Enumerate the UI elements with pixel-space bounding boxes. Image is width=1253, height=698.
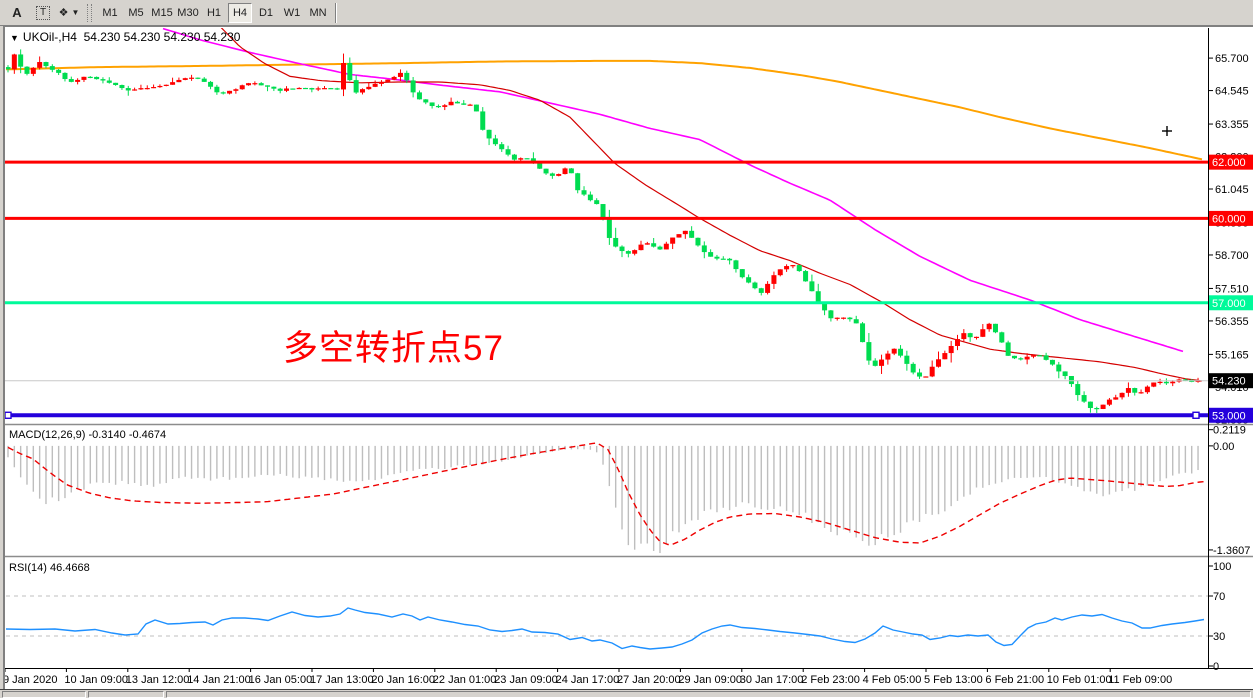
svg-text:57.000: 57.000 bbox=[1212, 298, 1246, 310]
timeframe-m15-button[interactable]: M15 bbox=[150, 3, 174, 23]
svg-text:16 Jan 05:00: 16 Jan 05:00 bbox=[249, 674, 313, 686]
objects-icon: ❖ bbox=[58, 7, 69, 19]
svg-text:6 Feb 21:00: 6 Feb 21:00 bbox=[985, 674, 1044, 686]
chart-window[interactable]: 65.70064.54563.35562.20061.04559.85558.7… bbox=[0, 26, 1253, 698]
timeframe-h4-button[interactable]: H4 bbox=[228, 2, 252, 23]
status-segment bbox=[166, 691, 1251, 698]
status-segment bbox=[2, 691, 86, 698]
svg-text:0: 0 bbox=[1213, 661, 1219, 673]
pane-frame-layer bbox=[0, 26, 1253, 669]
timeframe-w1-button[interactable]: W1 bbox=[280, 3, 304, 23]
status-segment bbox=[88, 691, 164, 698]
toolbar-separator bbox=[335, 2, 336, 23]
svg-text:0.2119: 0.2119 bbox=[1213, 425, 1246, 437]
svg-text:10 Feb 01:00: 10 Feb 01:00 bbox=[1047, 674, 1112, 686]
timeframe-m1-button[interactable]: M1 bbox=[98, 3, 122, 23]
svg-text:5 Feb 13:00: 5 Feb 13:00 bbox=[924, 674, 983, 686]
window-left-edge[interactable] bbox=[0, 26, 5, 698]
svg-text:62.000: 62.000 bbox=[1212, 157, 1246, 169]
svg-text:30: 30 bbox=[1213, 631, 1225, 643]
text-label-tool-button[interactable]: T bbox=[31, 3, 55, 23]
svg-text:100: 100 bbox=[1213, 561, 1231, 573]
svg-text:0.00: 0.00 bbox=[1213, 441, 1234, 453]
top-toolbar: A T ❖ ▼ M1 M5 M15 M30 H1 H4 D1 W1 MN bbox=[0, 0, 1253, 26]
svg-text:10 Jan 09:00: 10 Jan 09:00 bbox=[64, 674, 128, 686]
svg-text:13 Jan 12:00: 13 Jan 12:00 bbox=[126, 674, 190, 686]
chevron-down-icon: ▼ bbox=[71, 8, 80, 17]
svg-text:63.355: 63.355 bbox=[1215, 119, 1249, 131]
svg-text:2 Feb 23:00: 2 Feb 23:00 bbox=[801, 674, 860, 686]
svg-text:23 Jan 09:00: 23 Jan 09:00 bbox=[494, 674, 558, 686]
candles-layer bbox=[6, 49, 1201, 413]
svg-text:65.700: 65.700 bbox=[1215, 53, 1249, 65]
grid-layer bbox=[6, 595, 1208, 637]
svg-text:14 Jan 21:00: 14 Jan 21:00 bbox=[187, 674, 251, 686]
rsi-layer bbox=[5, 607, 1205, 650]
svg-text:29 Jan 09:00: 29 Jan 09:00 bbox=[678, 674, 742, 686]
svg-text:53.000: 53.000 bbox=[1212, 410, 1246, 422]
svg-text:4 Feb 05:00: 4 Feb 05:00 bbox=[863, 674, 922, 686]
svg-text:24 Jan 17:00: 24 Jan 17:00 bbox=[556, 674, 620, 686]
horizontal-level-lines-layer[interactable] bbox=[2, 160, 1208, 419]
svg-text:60.000: 60.000 bbox=[1212, 213, 1246, 225]
svg-text:58.700: 58.700 bbox=[1215, 250, 1249, 262]
font-tool-button[interactable]: A bbox=[5, 3, 29, 23]
timeframe-mn-button[interactable]: MN bbox=[306, 3, 330, 23]
chart-plot[interactable]: 65.70064.54563.35562.20061.04559.85558.7… bbox=[0, 26, 1253, 698]
svg-text:22 Jan 01:00: 22 Jan 01:00 bbox=[433, 674, 497, 686]
svg-text:11 Feb 09:00: 11 Feb 09:00 bbox=[1108, 674, 1172, 686]
objects-tool-button[interactable]: ❖ ▼ bbox=[57, 3, 81, 23]
svg-text:55.165: 55.165 bbox=[1215, 349, 1249, 361]
svg-text:17 Jan 13:00: 17 Jan 13:00 bbox=[310, 674, 374, 686]
svg-text:27 Jan 20:00: 27 Jan 20:00 bbox=[617, 674, 681, 686]
svg-text:64.545: 64.545 bbox=[1215, 86, 1249, 98]
timeframe-h1-button[interactable]: H1 bbox=[202, 3, 226, 23]
axis-labels-layer: 65.70064.54563.35562.20061.04559.85558.7… bbox=[3, 53, 1253, 686]
svg-text:9 Jan 2020: 9 Jan 2020 bbox=[3, 674, 57, 686]
bottom-status-strip bbox=[0, 689, 1253, 698]
timeframe-m30-button[interactable]: M30 bbox=[176, 3, 200, 23]
timeframe-m5-button[interactable]: M5 bbox=[124, 3, 148, 23]
macd-layer bbox=[7, 442, 1205, 554]
timeframe-d1-button[interactable]: D1 bbox=[254, 3, 278, 23]
svg-text:61.045: 61.045 bbox=[1215, 184, 1249, 196]
svg-text:54.230: 54.230 bbox=[1212, 376, 1246, 388]
svg-text:70: 70 bbox=[1213, 591, 1225, 603]
svg-text:-1.3607: -1.3607 bbox=[1213, 545, 1250, 557]
toolbar-grip[interactable] bbox=[87, 3, 92, 22]
svg-text:20 Jan 16:00: 20 Jan 16:00 bbox=[371, 674, 435, 686]
svg-text:57.510: 57.510 bbox=[1215, 283, 1249, 295]
svg-text:30 Jan 17:00: 30 Jan 17:00 bbox=[740, 674, 804, 686]
svg-text:56.355: 56.355 bbox=[1215, 316, 1249, 328]
text-tool-icon: T bbox=[35, 5, 51, 20]
